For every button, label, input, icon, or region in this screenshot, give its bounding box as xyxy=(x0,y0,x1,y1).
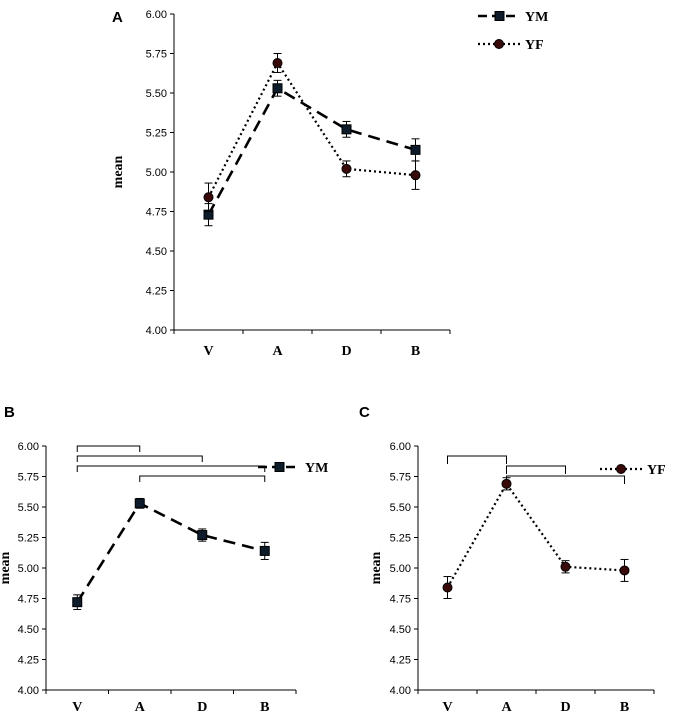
series-line xyxy=(446,481,625,589)
legend-label: YF xyxy=(525,38,544,53)
y-tick-label: 4.25 xyxy=(390,655,411,667)
significance-bracket xyxy=(76,455,203,462)
significance-bracket xyxy=(506,465,566,474)
legend-entry-ym: YM xyxy=(478,10,548,25)
series-line xyxy=(207,86,416,216)
y-tick-label: 4.25 xyxy=(146,286,167,298)
x-tick-label: B xyxy=(411,344,420,359)
x-tick-label: A xyxy=(501,700,512,715)
data-point xyxy=(410,170,421,181)
y-axis-title: mean xyxy=(0,551,13,584)
significance-bracket xyxy=(76,465,266,472)
series-ym xyxy=(203,79,421,227)
data-point xyxy=(72,597,83,608)
data-point xyxy=(560,561,571,572)
data-point xyxy=(501,478,512,489)
y-tick-label: 5.75 xyxy=(146,49,167,61)
legend-marker xyxy=(274,462,285,472)
y-axis-title: mean xyxy=(369,551,384,584)
legend-entry-yf: YF xyxy=(478,38,544,53)
panel-label: C xyxy=(359,404,370,421)
legend-marker xyxy=(494,11,505,21)
y-tick-label: 6.00 xyxy=(390,441,411,453)
legend-marker xyxy=(494,39,504,49)
y-tick-label: 5.50 xyxy=(146,88,167,100)
x-tick-label: D xyxy=(560,700,570,715)
y-tick-label: 5.75 xyxy=(390,472,411,484)
y-tick-label: 4.50 xyxy=(18,624,39,636)
chart-panel-b: B 4.00 4.25 4.50 4.75 5.00 5.25 5.50 5.75 6.00 V A D… xyxy=(0,404,328,715)
y-tick-label: 4.50 xyxy=(390,624,411,636)
y-tick-label: 6.00 xyxy=(18,441,39,453)
x-tick-label: V xyxy=(442,700,452,715)
panel-label: A xyxy=(112,9,123,26)
x-tick-label: V xyxy=(203,344,213,359)
y-tick-label: 5.25 xyxy=(146,128,167,140)
data-point xyxy=(259,545,270,556)
x-tick-label: D xyxy=(341,344,351,359)
legend-label: YF xyxy=(647,463,666,478)
data-point xyxy=(272,83,283,94)
legend-label: YM xyxy=(525,10,548,25)
x-tick-label: A xyxy=(272,344,283,359)
y-tick-label: 4.25 xyxy=(18,655,39,667)
y-tick-label: 4.75 xyxy=(18,594,39,606)
data-point xyxy=(442,582,453,593)
x-tick-label: V xyxy=(72,700,82,715)
data-point xyxy=(272,57,283,68)
y-tick-label: 4.00 xyxy=(18,685,39,697)
legend-entry-yf: YF xyxy=(600,463,666,478)
y-tick-label: 5.50 xyxy=(18,502,39,514)
y-tick-label: 5.75 xyxy=(18,472,39,484)
y-tick-label: 5.00 xyxy=(146,167,167,179)
series-line xyxy=(207,60,416,198)
data-point xyxy=(341,163,352,174)
x-tick-label: B xyxy=(620,700,629,715)
legend-marker xyxy=(616,464,626,474)
y-tick-label: 5.00 xyxy=(18,563,39,575)
y-tick-label: 4.75 xyxy=(390,594,411,606)
y-tick-label: 5.00 xyxy=(390,563,411,575)
y-tick-label: 5.25 xyxy=(390,533,411,545)
series-ym xyxy=(72,497,270,610)
y-tick-label: 4.50 xyxy=(146,246,167,258)
y-tick-label: 4.00 xyxy=(390,685,411,697)
x-tick-label: D xyxy=(197,700,207,715)
data-point xyxy=(341,124,352,135)
legend-label: YM xyxy=(305,461,328,476)
data-point xyxy=(619,565,630,576)
y-tick-label: 6.00 xyxy=(146,9,167,21)
data-point xyxy=(203,192,214,203)
series-yf xyxy=(203,53,421,212)
panel-label: B xyxy=(4,404,15,421)
series-yf xyxy=(442,477,630,599)
significance-bracket xyxy=(139,475,266,482)
y-tick-label: 4.75 xyxy=(146,207,167,219)
y-axis-title: mean xyxy=(111,155,126,188)
legend-entry-ym: YM xyxy=(258,461,328,476)
y-tick-label: 5.50 xyxy=(390,502,411,514)
x-tick-label: B xyxy=(260,700,269,715)
data-point xyxy=(134,498,145,509)
significance-bracket xyxy=(76,445,141,452)
significance-bracket xyxy=(447,455,507,464)
data-point xyxy=(197,530,208,541)
y-tick-label: 5.25 xyxy=(18,533,39,545)
y-tick-label: 4.00 xyxy=(146,325,167,337)
significance-bracket xyxy=(506,475,625,484)
x-tick-label: A xyxy=(135,700,146,715)
series-line xyxy=(76,501,266,603)
data-point xyxy=(410,144,421,155)
chart-panel-a: A 4.00 4.25 4.50 4.75 5.00 5.25 5.50 5.75 6.00 V A D… xyxy=(111,9,548,359)
chart-panel-c: C 4.00 4.25 4.50 4.75 5.00 5.25 5.50 5.75 6.00 V A D… xyxy=(359,404,666,715)
